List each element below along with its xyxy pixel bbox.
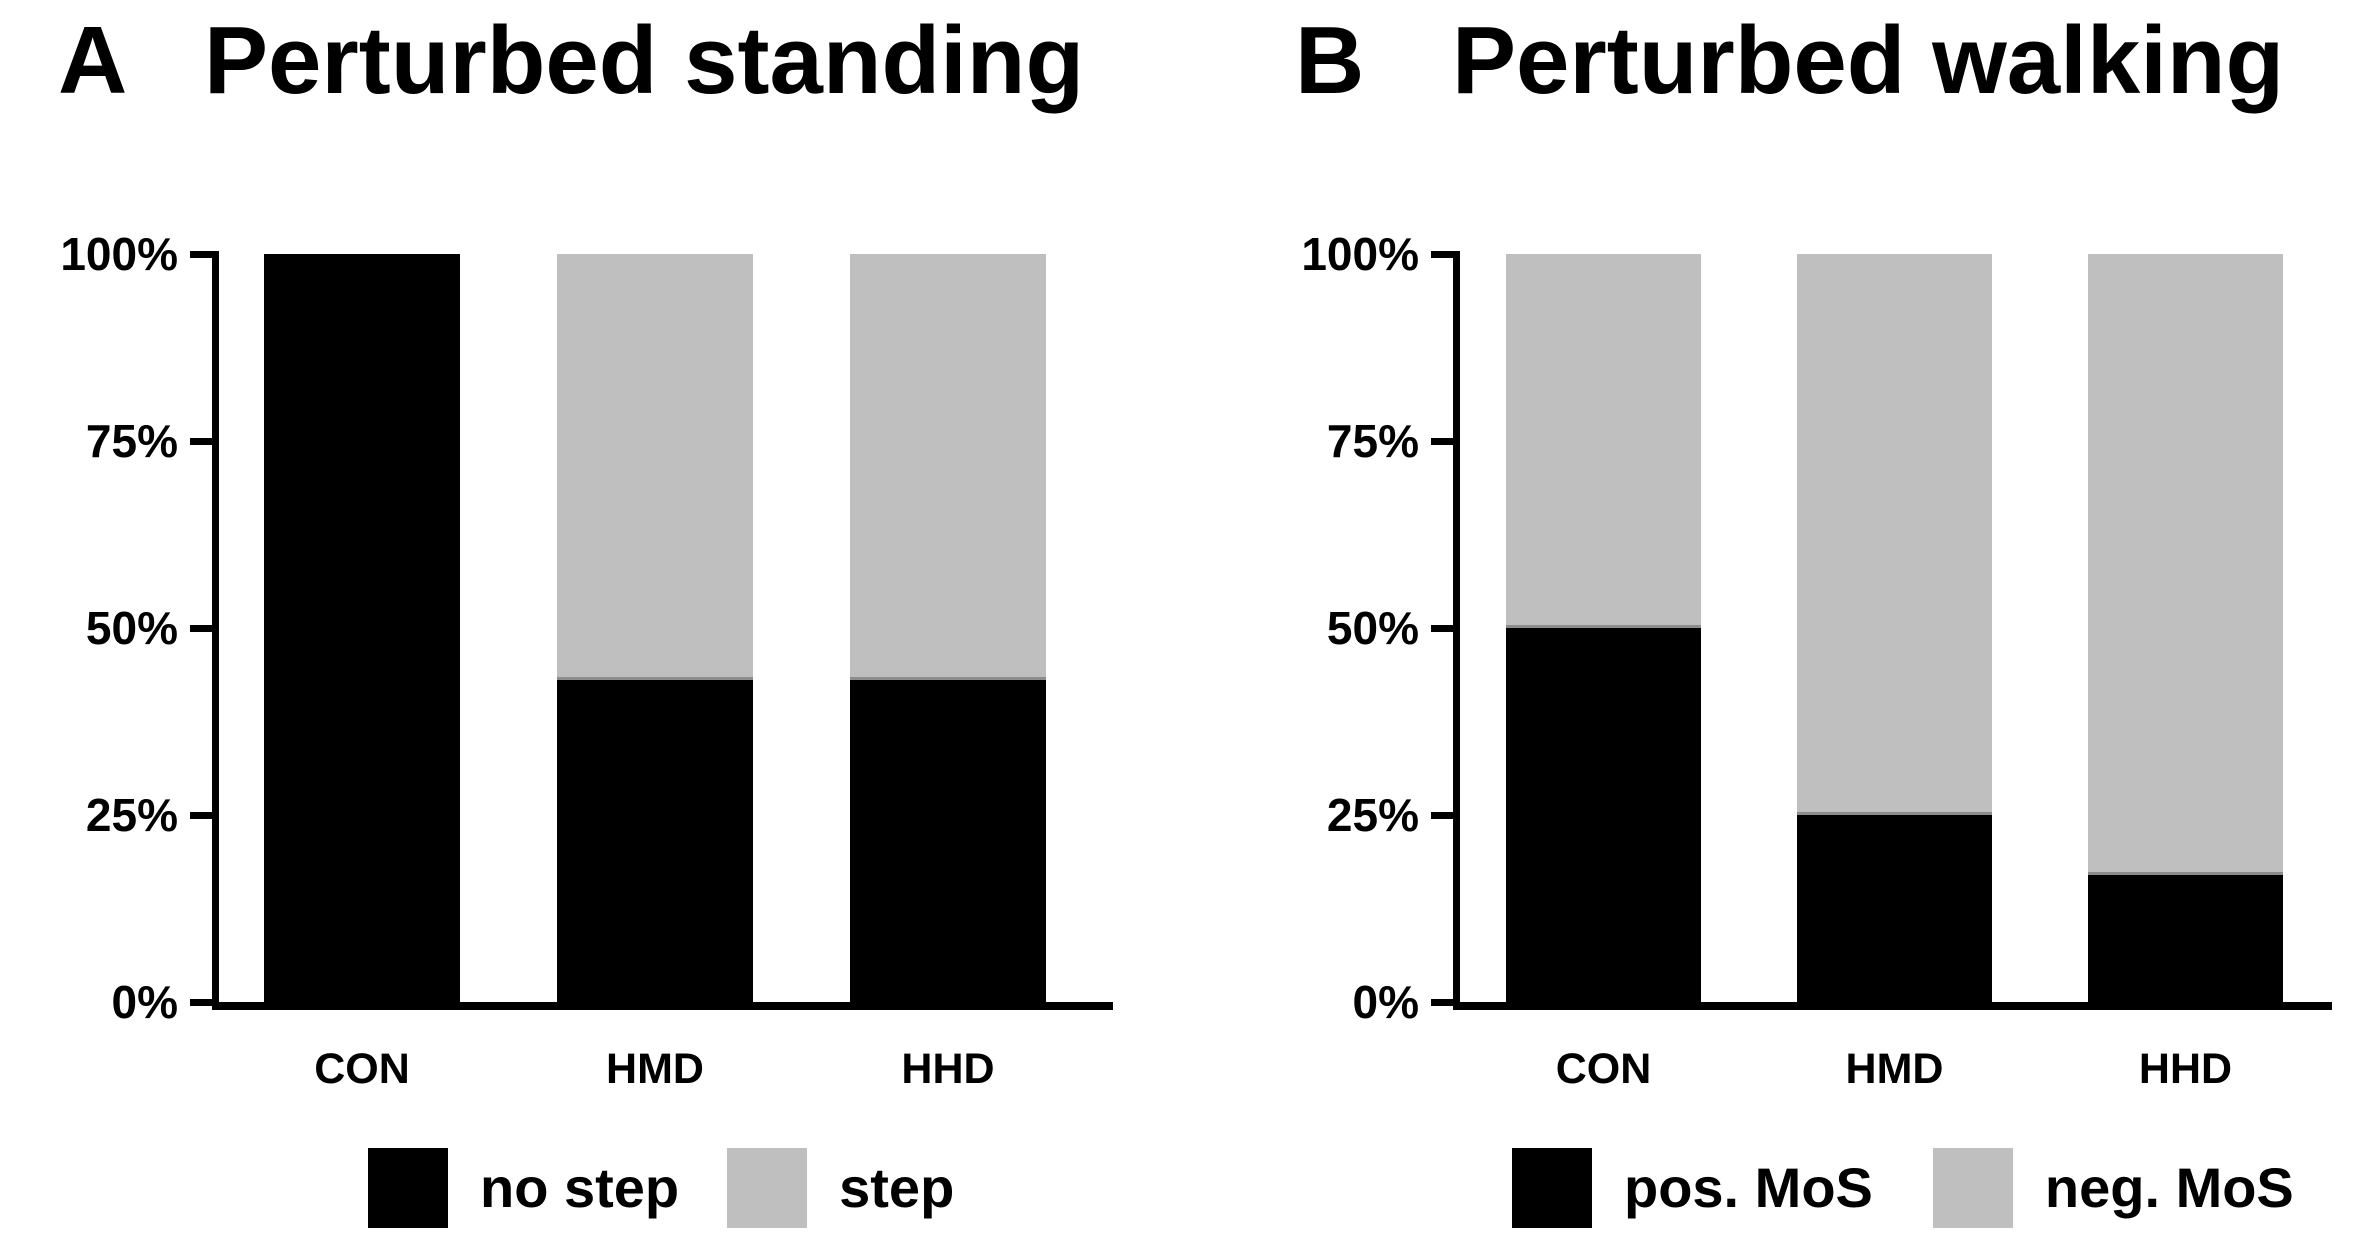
panel-a-legend-swatch-gray xyxy=(727,1148,808,1228)
panel-b-y-tick-100 xyxy=(1431,251,1453,258)
panel-b-y-axis xyxy=(1453,251,1460,1010)
panel-a-y-tick-label: 100% xyxy=(60,228,178,280)
panel-b-x-label-hhd: HHD xyxy=(2138,1045,2233,1093)
panel-b-legend-swatch-gray xyxy=(1932,1148,2013,1228)
panel-a-legend-swatch-black xyxy=(368,1148,448,1228)
panel-b-bar-con-pos--mos xyxy=(1506,628,1701,1002)
panel-b-y-tick-50 xyxy=(1431,625,1453,632)
panel-b-bar-hmd-neg--mos xyxy=(1797,254,1992,815)
panel-a-legend: no step step xyxy=(368,1148,954,1228)
panel-b-y-tick-label: 0% xyxy=(1352,976,1419,1028)
panel-a-bar-hmd-step xyxy=(557,254,753,680)
panel-b-y-tick-label: 50% xyxy=(1326,602,1419,654)
panel-a-y-tick-75 xyxy=(190,438,212,445)
panel-a-y-axis xyxy=(212,251,219,1010)
panel-b-legend-label: pos. MoS xyxy=(1624,1156,1873,1219)
panel-b-letter: B xyxy=(1295,7,1365,114)
panel-a-x-label-con: CON xyxy=(314,1045,410,1093)
panel-a-legend-label: step xyxy=(839,1156,955,1219)
panel-b-bar-hhd-neg--mos xyxy=(2088,254,2283,875)
panel-b-y-tick-25 xyxy=(1431,812,1453,819)
panel-a-x-axis xyxy=(212,1002,1113,1010)
panel-b-y-tick-label: 25% xyxy=(1326,789,1419,841)
panel-a-y-tick-label: 25% xyxy=(85,789,178,841)
panel-a-y-tick-0 xyxy=(190,999,212,1006)
panel-a-x-label-hmd: HMD xyxy=(606,1045,704,1093)
panel-a-y-tick-50 xyxy=(190,625,212,632)
panel-b-bar-hmd-pos--mos xyxy=(1797,815,1992,1002)
panel-a-legend-label: no step xyxy=(480,1156,680,1219)
panel-a-bar-hhd-no-step xyxy=(850,680,1046,1002)
panel-b-legend-swatch-black xyxy=(1512,1148,1592,1228)
panel-b-y-tick-75 xyxy=(1431,438,1453,445)
panel-b-y-tick-label: 75% xyxy=(1326,415,1419,467)
panel-b-y-tick-0 xyxy=(1431,999,1453,1006)
panel-b-legend: pos. MoS neg. MoS xyxy=(1512,1148,2294,1228)
panel-b-title: Perturbed walking xyxy=(1452,7,2285,114)
panel-a-bar-hmd-no-step xyxy=(557,680,753,1002)
panel-a-y-tick-25 xyxy=(190,812,212,819)
panel-a-y-tick-label: 75% xyxy=(85,415,178,467)
panel-b-y-tick-label: 100% xyxy=(1301,228,1419,280)
panel-a-bar-con-no-step xyxy=(264,254,460,1002)
panel-b-bar-hhd-pos--mos xyxy=(2088,875,2283,1002)
panel-a-letter: A xyxy=(58,7,128,114)
panel-a-y-tick-label: 50% xyxy=(85,602,178,654)
panel-b-x-label-con: CON xyxy=(1555,1045,1652,1093)
panel-a-title: Perturbed standing xyxy=(204,7,1085,114)
panel-b-x-label-hmd: HMD xyxy=(1845,1045,1944,1093)
panel-a-y-tick-100 xyxy=(190,251,212,258)
panel-b-legend-label: neg. MoS xyxy=(2044,1156,2294,1219)
panel-b-x-axis xyxy=(1453,1002,2332,1010)
panel-a-bar-hhd-step xyxy=(850,254,1046,680)
panel-a-y-tick-label: 0% xyxy=(111,976,178,1028)
panel-a-x-label-hhd: HHD xyxy=(901,1045,995,1093)
panel-b-bar-con-neg--mos xyxy=(1506,254,1701,628)
